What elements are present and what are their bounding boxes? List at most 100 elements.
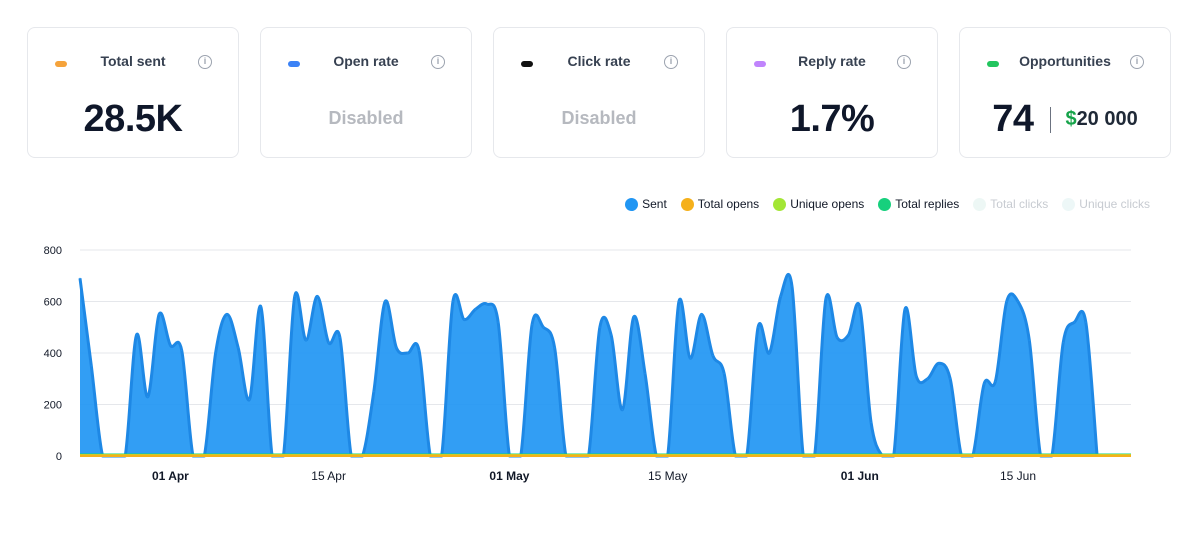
info-icon[interactable]: i — [664, 55, 678, 69]
legend-label: Sent — [642, 197, 667, 211]
card-value: Disabled — [561, 108, 637, 128]
sent-point — [226, 313, 228, 315]
card-value: Disabled — [328, 108, 404, 128]
legend-dot — [680, 197, 694, 211]
sent-point — [384, 300, 386, 303]
sent-point — [407, 352, 409, 354]
legend-label: Unique clicks — [1079, 197, 1150, 211]
legend-item-total-clicks[interactable]: Total clicks — [973, 197, 1048, 211]
legend-dot — [973, 197, 987, 211]
card-label: Reply rate — [798, 53, 866, 69]
reply-rate-swatch — [754, 61, 766, 67]
card-value: 74 — [992, 98, 1034, 140]
info-icon[interactable]: i — [431, 55, 445, 69]
legend-item-unique-opens[interactable]: Unique opens — [773, 197, 864, 211]
currency-symbol: $ — [1065, 108, 1077, 130]
sent-point — [373, 391, 375, 393]
card-reply-rate[interactable]: Reply rate i 1.7% — [726, 27, 938, 158]
y-tick-label: 200 — [44, 400, 62, 412]
divider — [1049, 106, 1051, 133]
card-label: Opportunities — [1019, 53, 1111, 69]
info-icon[interactable]: i — [897, 55, 911, 69]
y-tick-label: 400 — [44, 348, 62, 360]
sent-point — [169, 344, 172, 346]
card-total-sent[interactable]: Total sent i 28.5K — [27, 27, 239, 158]
card-label: Open rate — [333, 53, 399, 69]
sent-area-chart: 0 200 400 600 800 01 Apr 15 Apr 01 May 15 May 01 … — [44, 245, 1131, 483]
sent-point — [870, 421, 872, 424]
sent-point — [983, 383, 985, 385]
sent-point — [248, 398, 251, 400]
sent-point — [938, 362, 940, 364]
y-tick-label: 0 — [56, 451, 62, 463]
sent-point — [847, 334, 850, 336]
sent-point — [1006, 300, 1008, 303]
legend-item-unique-clicks[interactable]: Unique clicks — [1062, 197, 1150, 211]
sent-point — [452, 300, 454, 303]
sent-point — [994, 380, 996, 382]
y-tick-label: 600 — [44, 297, 62, 309]
sent-point — [859, 306, 861, 308]
sent-point — [610, 334, 612, 336]
sent-point — [1085, 321, 1087, 323]
metric-cards: Total sent i 28.5K Open rate i Disabled … — [27, 27, 1171, 158]
sent-point — [181, 349, 183, 352]
x-tick-label: 15 Jun — [1000, 469, 1036, 483]
card-label: Total sent — [100, 53, 166, 69]
legend-label: Total replies — [895, 197, 960, 211]
sent-point — [689, 357, 691, 359]
sent-point — [79, 277, 81, 279]
sent-point — [554, 347, 556, 349]
opportunities-swatch — [987, 61, 999, 67]
legend-item-total-opens[interactable]: Total opens — [680, 197, 760, 211]
sent-point — [474, 308, 477, 310]
card-value: 1.7% — [789, 98, 875, 140]
sent-point — [328, 342, 330, 344]
sent-point — [395, 347, 398, 349]
info-icon[interactable]: i — [198, 55, 212, 69]
legend-label: Unique opens — [790, 197, 865, 211]
amount-value: 20 000 — [1076, 108, 1138, 130]
sent-point — [700, 313, 703, 315]
sent-point — [542, 326, 544, 328]
sent-point — [926, 378, 929, 380]
sent-point — [90, 365, 92, 367]
sent-point — [418, 349, 420, 352]
sent-point — [305, 339, 307, 341]
legend-item-total-replies[interactable]: Total replies — [878, 197, 959, 211]
sent-point — [215, 352, 217, 354]
sent-point — [836, 336, 838, 339]
sent-point — [1073, 321, 1076, 323]
sent-point — [599, 326, 601, 328]
legend-dot — [773, 197, 787, 211]
sent-point — [237, 347, 239, 349]
sent-point — [147, 396, 149, 398]
click-rate-swatch — [521, 61, 533, 67]
info-icon[interactable]: i — [1130, 55, 1144, 69]
sent-point — [633, 316, 635, 318]
x-tick-label: 01 May — [489, 469, 529, 483]
card-label: Click rate — [567, 53, 631, 69]
card-open-rate[interactable]: Open rate i Disabled — [260, 27, 472, 158]
legend-label: Total opens — [697, 197, 760, 211]
chart-legend: Sent Total opens Unique opens Total repl… — [625, 197, 1150, 211]
sent-point — [825, 298, 827, 300]
sent-point — [463, 318, 465, 321]
sent-point — [915, 375, 917, 377]
sent-point — [621, 409, 624, 411]
sent-point — [260, 306, 262, 308]
sent-point — [757, 326, 759, 328]
sent-point — [486, 303, 488, 305]
card-opportunities[interactable]: Opportunities i 74 $20 000 — [959, 27, 1171, 158]
sent-point — [791, 285, 793, 287]
legend-item-sent[interactable]: Sent — [625, 197, 667, 211]
sent-point — [531, 324, 533, 326]
x-tick-label: 15 Apr — [311, 469, 346, 483]
legend-dot — [625, 197, 639, 211]
sent-point — [135, 334, 138, 336]
sent-point — [497, 321, 499, 323]
sent-point — [339, 336, 341, 339]
card-click-rate[interactable]: Click rate i Disabled — [493, 27, 705, 158]
x-tick-label: 15 May — [648, 469, 687, 483]
total-sent-swatch — [55, 61, 67, 67]
